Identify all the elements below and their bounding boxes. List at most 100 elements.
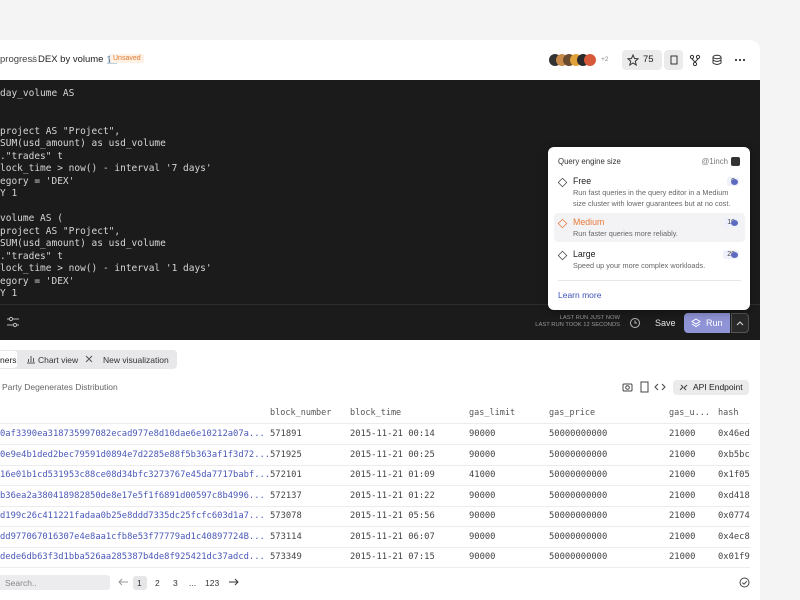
column-header: block_number bbox=[270, 408, 332, 418]
code-line: project AS "Project", bbox=[0, 125, 121, 137]
chart-icon bbox=[27, 356, 35, 364]
more-icon[interactable] bbox=[734, 54, 746, 66]
table-cell: 50000000000 bbox=[549, 470, 608, 480]
table-cell: 21000 bbox=[669, 552, 696, 562]
copy-button[interactable] bbox=[664, 50, 683, 70]
table-cell[interactable]: 0af3390ea318735997082ecad977e8d10dae6e10… bbox=[0, 429, 265, 439]
table-cell: 50000000000 bbox=[549, 531, 608, 542]
star-button[interactable] bbox=[622, 50, 662, 70]
header-line bbox=[0, 423, 750, 424]
code-line: lock_time > now() - interval '1 days' bbox=[0, 263, 212, 274]
current-page-bg bbox=[133, 576, 147, 590]
table-cell: 21000 bbox=[669, 490, 696, 501]
table-cell[interactable]: b36ea2a380418982850de8e17e5f1f6891d00597… bbox=[0, 490, 265, 501]
code-line: ."trades" t bbox=[0, 250, 63, 262]
run-options-button[interactable] bbox=[731, 313, 749, 333]
copy-icon bbox=[670, 55, 678, 65]
option-description: Run fast queries in the query editor in … bbox=[573, 188, 731, 208]
row-line bbox=[0, 505, 750, 507]
next-page[interactable] bbox=[228, 577, 240, 587]
column-header: gas_limit bbox=[469, 408, 516, 418]
popup-title: Query engine size bbox=[558, 157, 621, 166]
breadcrumb-prefix[interactable]: progress bbox=[0, 54, 37, 65]
table-cell: 0x1f05 bbox=[718, 470, 750, 480]
team-name: @1inch bbox=[701, 157, 728, 166]
table-cell[interactable]: dede6db63f3d1bba526aa285387b4de8f925421d… bbox=[0, 552, 265, 562]
table-cell: 50000000000 bbox=[549, 449, 608, 460]
code-line: egory = 'DEX' bbox=[0, 175, 75, 187]
row-line bbox=[0, 464, 750, 466]
code-line: lock_time > now() - interval '7 days' bbox=[0, 163, 212, 174]
table-cell: 90000 bbox=[469, 531, 496, 542]
code-line: SUM(usd_amount) as usd_volume bbox=[0, 238, 166, 249]
table-cell: 572137 bbox=[270, 490, 302, 501]
run-icon bbox=[691, 318, 701, 328]
option-name[interactable]: Medium bbox=[573, 217, 605, 227]
api-endpoint-label: API Endpoint bbox=[693, 382, 743, 392]
result-action-icons[interactable] bbox=[622, 381, 682, 393]
table-cell: 0xb5bc bbox=[718, 449, 750, 460]
search-input[interactable] bbox=[0, 575, 110, 590]
table-cell: 50000000000 bbox=[549, 429, 608, 439]
editor-divider bbox=[0, 304, 760, 305]
prev-page[interactable] bbox=[117, 577, 129, 587]
page-number[interactable]: 1 bbox=[137, 578, 142, 588]
table-cell: 0x0774 bbox=[718, 511, 750, 521]
unsaved-badge: Unsaved bbox=[110, 54, 144, 63]
last-page[interactable]: 123 bbox=[205, 578, 220, 588]
row-line bbox=[0, 546, 750, 548]
table-cell[interactable]: dd977067016307e4e8aa1cfb8e53f77779ad1c40… bbox=[0, 531, 265, 542]
table-cell: 573114 bbox=[270, 531, 302, 542]
run-button[interactable] bbox=[684, 313, 730, 333]
table-cell: 21000 bbox=[669, 429, 696, 439]
code-line: volume AS ( bbox=[0, 213, 63, 224]
table-cell: 50000000000 bbox=[549, 511, 608, 521]
table-cell[interactable]: 16e01b1cd531953c88ce08d34bfc3273767e45da… bbox=[0, 470, 271, 480]
code-line: Y 1 bbox=[0, 188, 18, 199]
page-ellipsis: ... bbox=[189, 578, 197, 588]
fork-icon[interactable] bbox=[689, 54, 701, 66]
schedule-icon[interactable] bbox=[629, 317, 641, 329]
close-tab-icon[interactable] bbox=[85, 355, 93, 363]
page-number[interactable]: 2 bbox=[155, 578, 160, 588]
table-cell: 90000 bbox=[469, 511, 496, 521]
collaborator-avatars[interactable] bbox=[548, 52, 600, 68]
tab[interactable]: ners bbox=[0, 355, 17, 365]
table-cell[interactable]: 0e9e4b1ded2bec79591d0894e7d2285e88f5b363… bbox=[0, 449, 271, 460]
popup-divider bbox=[558, 280, 741, 281]
table-cell: 2015-11-21 01:09 bbox=[350, 470, 435, 480]
learn-more-link[interactable]: Learn more bbox=[558, 290, 602, 300]
star-icon bbox=[627, 54, 639, 66]
page-number[interactable]: 3 bbox=[173, 578, 178, 588]
option-name[interactable]: Large bbox=[573, 249, 596, 259]
code-line: ."trades" t bbox=[0, 150, 63, 162]
table-cell: 573349 bbox=[270, 552, 302, 562]
table-cell[interactable]: d199c26c411221fadaa0b25e8ddd7335dc25fcfc… bbox=[0, 511, 265, 521]
query-title[interactable]: DEX by volume 🏦 bbox=[38, 54, 118, 65]
row-line bbox=[0, 485, 750, 486]
option-description: Speed up your more complex workloads. bbox=[573, 261, 706, 270]
table-cell: 2015-11-21 01:22 bbox=[350, 490, 435, 501]
last-run-duration: LAST RUN TOOK 12 SECONDS bbox=[535, 322, 620, 328]
tab[interactable]: Chart view bbox=[38, 355, 79, 365]
selected-option-bg bbox=[554, 213, 745, 242]
database-icon[interactable] bbox=[711, 54, 723, 66]
table-cell: 90000 bbox=[469, 429, 496, 439]
column-header: gas_u... bbox=[669, 408, 710, 418]
tab[interactable]: New visualization bbox=[103, 355, 169, 365]
chevron-up bbox=[736, 321, 744, 326]
credits-icon bbox=[731, 220, 738, 226]
table-cell: 21000 bbox=[669, 511, 696, 521]
table-cell: 0xd418 bbox=[718, 490, 750, 501]
code-line: project AS "Project", bbox=[0, 225, 121, 237]
table-cell: 90000 bbox=[469, 449, 496, 460]
save-button[interactable]: Save bbox=[655, 318, 676, 328]
code-line: SUM(usd_amount) as usd_volume bbox=[0, 138, 166, 149]
settings-icon[interactable] bbox=[6, 316, 20, 328]
api-endpoint-button[interactable] bbox=[673, 380, 749, 395]
table-cell: 571925 bbox=[270, 449, 302, 460]
table-cell: 0x46ed bbox=[718, 429, 750, 439]
option-name[interactable]: Free bbox=[573, 176, 592, 186]
table-cell: 2015-11-21 00:25 bbox=[350, 449, 435, 460]
